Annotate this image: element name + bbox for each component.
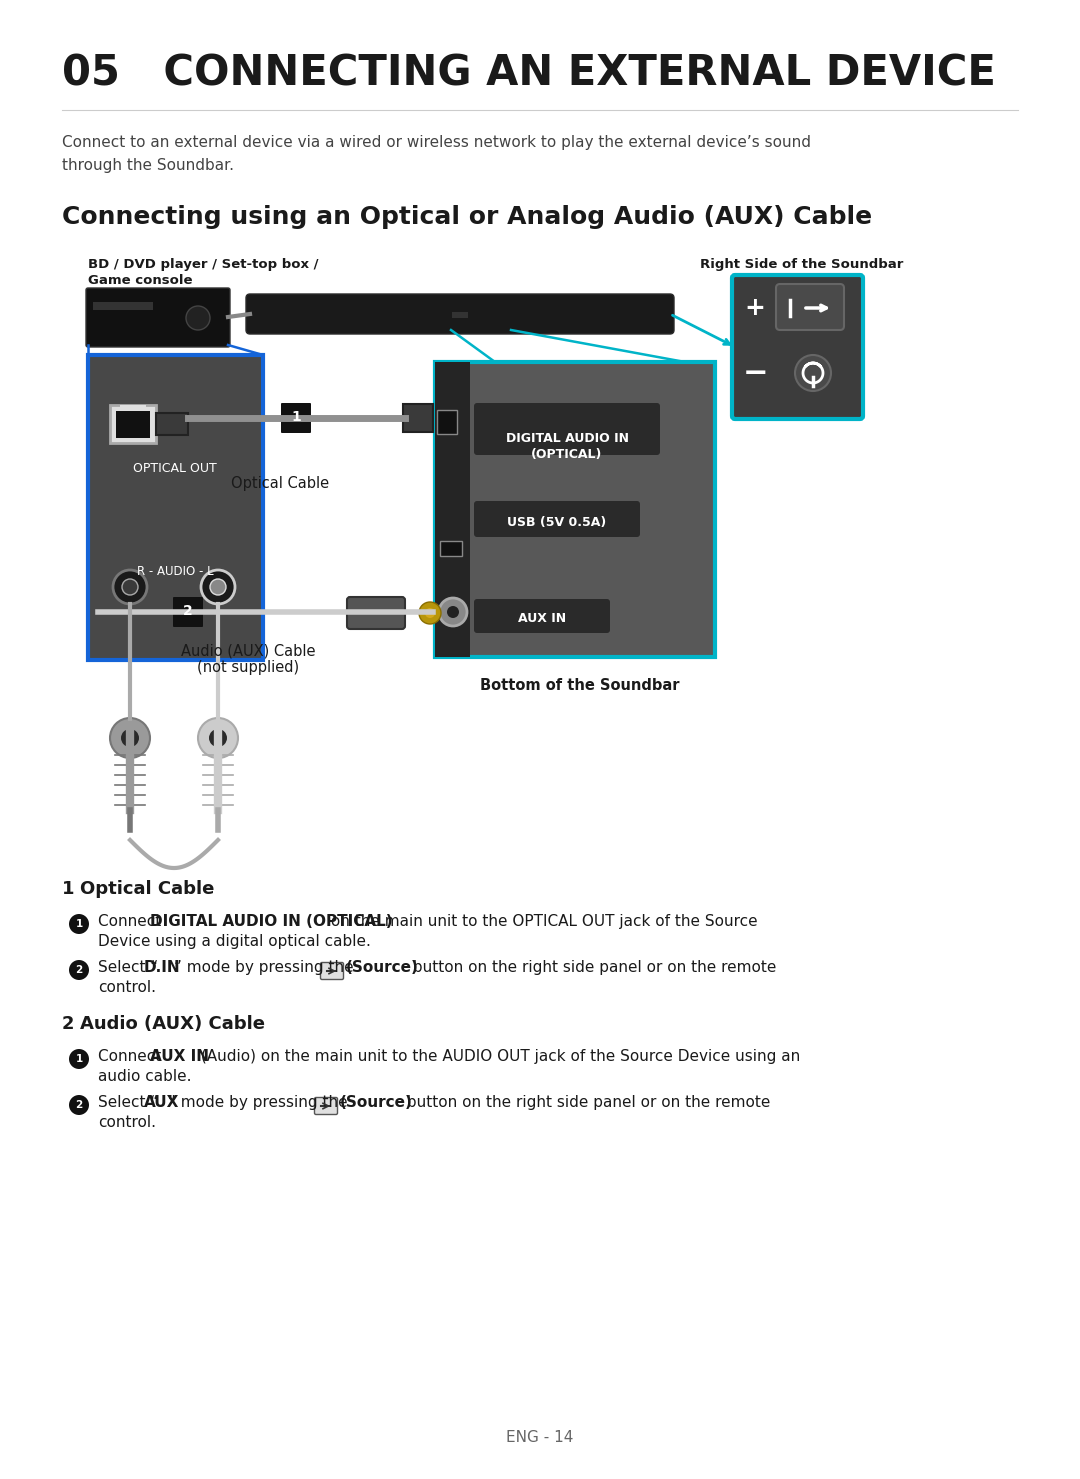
Text: BD / DVD player / Set-top box /: BD / DVD player / Set-top box / — [87, 257, 319, 271]
Text: 1: 1 — [292, 410, 301, 424]
Text: 2: 2 — [76, 964, 83, 975]
Circle shape — [795, 355, 831, 390]
Text: 2: 2 — [184, 603, 193, 618]
Text: audio cable.: audio cable. — [98, 1069, 191, 1084]
Text: OPTICAL OUT: OPTICAL OUT — [133, 461, 217, 475]
Bar — [156, 413, 188, 435]
Circle shape — [113, 569, 147, 603]
Circle shape — [69, 1094, 89, 1115]
Circle shape — [186, 306, 210, 330]
Circle shape — [69, 1049, 89, 1069]
Text: through the Soundbar.: through the Soundbar. — [62, 158, 234, 173]
FancyBboxPatch shape — [474, 501, 640, 537]
Text: (not supplied): (not supplied) — [197, 660, 299, 674]
Text: −: − — [742, 358, 768, 387]
Bar — [453, 312, 468, 318]
Text: Optical Cable: Optical Cable — [80, 880, 214, 898]
Text: 1: 1 — [62, 880, 75, 898]
Text: AUX IN: AUX IN — [150, 1049, 210, 1063]
Circle shape — [210, 729, 227, 747]
Bar — [440, 541, 462, 556]
Bar — [93, 302, 153, 311]
Text: Audio (AUX) Cable: Audio (AUX) Cable — [80, 1015, 265, 1032]
FancyBboxPatch shape — [173, 598, 203, 627]
Circle shape — [210, 578, 226, 595]
Bar — [437, 410, 457, 433]
Text: Right Side of the Soundbar: Right Side of the Soundbar — [700, 257, 903, 271]
Circle shape — [122, 578, 138, 595]
Text: Connecting using an Optical or Analog Audio (AUX) Cable: Connecting using an Optical or Analog Au… — [62, 206, 873, 229]
FancyBboxPatch shape — [281, 402, 311, 433]
Text: AUX: AUX — [144, 1094, 179, 1111]
Circle shape — [201, 569, 235, 603]
Text: 1: 1 — [76, 1055, 83, 1063]
Text: ENG - 14: ENG - 14 — [507, 1430, 573, 1445]
Text: (Audio) on the main unit to the AUDIO OUT jack of the Source Device using an: (Audio) on the main unit to the AUDIO OU… — [195, 1049, 800, 1063]
Text: button on the right side panel or on the remote: button on the right side panel or on the… — [408, 960, 777, 975]
Bar — [110, 405, 156, 444]
Text: 2: 2 — [76, 1100, 83, 1111]
Text: Device using a digital optical cable.: Device using a digital optical cable. — [98, 935, 370, 950]
Circle shape — [426, 608, 435, 618]
Text: Connect: Connect — [98, 1049, 166, 1063]
FancyBboxPatch shape — [474, 599, 610, 633]
Circle shape — [69, 960, 89, 981]
FancyBboxPatch shape — [777, 284, 843, 330]
FancyBboxPatch shape — [347, 598, 405, 629]
Text: Bottom of the Soundbar: Bottom of the Soundbar — [481, 677, 679, 694]
Text: AUX IN: AUX IN — [518, 612, 566, 626]
Text: D.IN: D.IN — [144, 960, 180, 975]
Text: USB (5V 0.5A): USB (5V 0.5A) — [508, 516, 607, 529]
Circle shape — [110, 717, 150, 759]
Text: ” mode by pressing the: ” mode by pressing the — [174, 960, 353, 975]
Text: DIGITAL AUDIO IN (OPTICAL): DIGITAL AUDIO IN (OPTICAL) — [150, 914, 393, 929]
Bar — [116, 411, 150, 438]
FancyBboxPatch shape — [86, 288, 230, 348]
Circle shape — [447, 606, 459, 618]
Text: Audio (AUX) Cable: Audio (AUX) Cable — [180, 643, 315, 660]
FancyBboxPatch shape — [246, 294, 674, 334]
Bar — [435, 362, 715, 657]
Circle shape — [69, 914, 89, 935]
Bar — [435, 362, 470, 657]
Bar — [403, 404, 433, 432]
Circle shape — [419, 602, 441, 624]
Text: on the main unit to the OPTICAL OUT jack of the Source: on the main unit to the OPTICAL OUT jack… — [326, 914, 758, 929]
Circle shape — [121, 729, 139, 747]
Text: button on the right side panel or on the remote: button on the right side panel or on the… — [402, 1094, 770, 1111]
Text: control.: control. — [98, 1115, 156, 1130]
Text: 2: 2 — [62, 1015, 75, 1032]
Circle shape — [198, 717, 238, 759]
Bar — [87, 355, 264, 660]
Text: (OPTICAL): (OPTICAL) — [531, 448, 603, 461]
Text: +: + — [744, 296, 766, 319]
Text: (Source): (Source) — [340, 1094, 413, 1111]
Text: 05   CONNECTING AN EXTERNAL DEVICE: 05 CONNECTING AN EXTERNAL DEVICE — [62, 52, 996, 95]
Text: Game console: Game console — [87, 274, 192, 287]
Text: Select “: Select “ — [98, 960, 159, 975]
Text: control.: control. — [98, 981, 156, 995]
FancyBboxPatch shape — [314, 1097, 337, 1115]
Text: ” mode by pressing the: ” mode by pressing the — [168, 1094, 348, 1111]
Bar — [120, 405, 146, 413]
FancyBboxPatch shape — [732, 275, 863, 419]
FancyBboxPatch shape — [474, 402, 660, 456]
FancyBboxPatch shape — [321, 963, 343, 979]
Text: R - AUDIO - L: R - AUDIO - L — [137, 565, 214, 578]
Circle shape — [438, 598, 467, 626]
Text: Connect: Connect — [98, 914, 166, 929]
Text: 1: 1 — [76, 918, 83, 929]
Text: (Source): (Source) — [346, 960, 419, 975]
Text: DIGITAL AUDIO IN: DIGITAL AUDIO IN — [505, 432, 629, 445]
Text: Optical Cable: Optical Cable — [231, 476, 329, 491]
Text: Select “: Select “ — [98, 1094, 159, 1111]
Text: Connect to an external device via a wired or wireless network to play the extern: Connect to an external device via a wire… — [62, 135, 811, 149]
